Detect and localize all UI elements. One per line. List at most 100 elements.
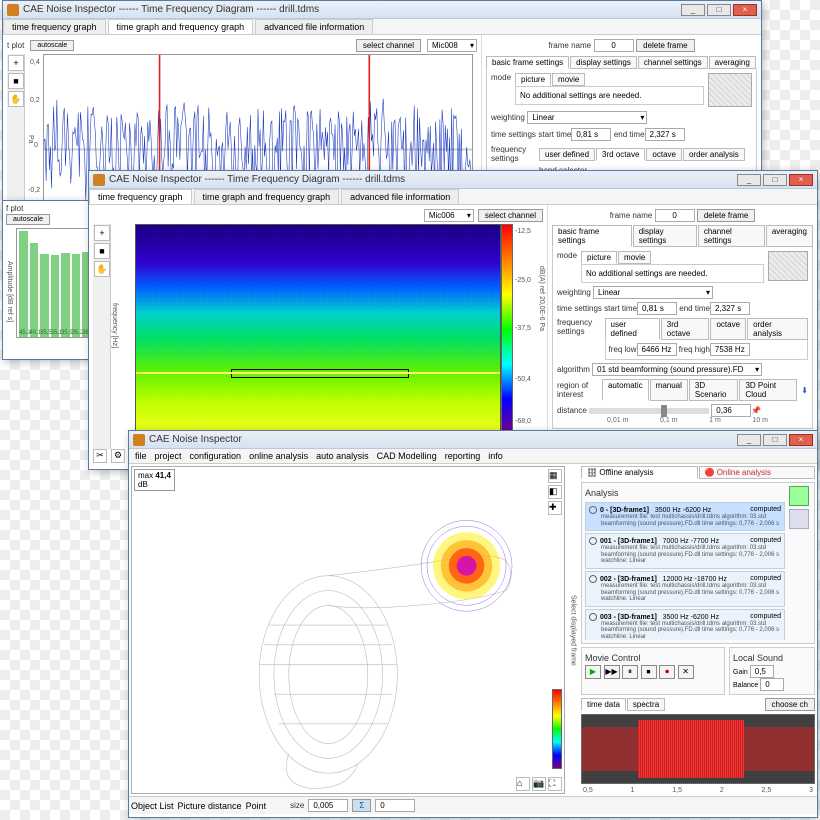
tab-online[interactable]: 🔴 Online analysis	[699, 466, 816, 479]
window-noise-inspector: CAE Noise Inspector _□× file project con…	[128, 430, 818, 818]
bar: 35,5	[40, 254, 49, 337]
autoscale-button[interactable]: autoscale	[6, 214, 50, 225]
3d-viewport[interactable]: max 41,4dB ▦ ◧ ✚ ⌂ 📷 ⛶	[131, 466, 565, 794]
close-movie-button[interactable]: ✕	[678, 665, 694, 679]
app-icon	[133, 434, 145, 446]
thumbnail	[768, 251, 808, 281]
thumbnail	[708, 73, 752, 107]
maximize-button[interactable]: □	[707, 4, 731, 16]
menu-online[interactable]: online analysis	[249, 451, 308, 461]
viewport-colorbar	[552, 689, 562, 769]
tab-offline[interactable]: 🗄 Offline analysis	[581, 466, 698, 479]
fit-icon[interactable]: ■	[94, 243, 110, 259]
hand-icon[interactable]: ✋	[94, 261, 110, 277]
hand-icon[interactable]: ✋	[8, 91, 24, 107]
y-axis-label: Pa	[27, 135, 34, 144]
analysis-item[interactable]: 001 - [3D-frame1] 7000 Hz -7700 Hz compu…	[585, 533, 785, 569]
analysis-list: 0 - [3D-frame1] 3500 Hz -6200 Hz compute…	[585, 500, 785, 640]
end-time-field[interactable]: 2,327 s	[645, 128, 685, 141]
minimize-button[interactable]: _	[737, 174, 761, 186]
bar: 35,1	[51, 255, 60, 337]
record-button[interactable]: ⏺	[659, 665, 675, 679]
menu-cad[interactable]: CAD Modelling	[377, 451, 437, 461]
home-icon[interactable]: ⌂	[516, 777, 530, 791]
size-field[interactable]: 0,005	[308, 799, 348, 812]
select-channel-button[interactable]: select channel	[356, 39, 421, 52]
max-badge: max 41,4dB	[134, 469, 175, 491]
zoom-out-icon[interactable]: ■	[8, 73, 24, 89]
window-spectrogram: CAE Noise Inspector ------ Time Frequenc…	[88, 170, 818, 470]
distance-slider[interactable]	[589, 408, 709, 414]
weighting-select[interactable]: Linear	[593, 286, 713, 299]
menu-report[interactable]: reporting	[445, 451, 481, 461]
autoscale-button[interactable]: autoscale	[30, 40, 74, 51]
weighting-select[interactable]: Linear	[527, 111, 647, 124]
copy-analysis-button[interactable]	[789, 509, 809, 529]
analysis-mode-tabs: 🗄 Offline analysis 🔴 Online analysis	[581, 466, 815, 479]
window-title: CAE Noise Inspector ------ Time Frequenc…	[23, 4, 681, 15]
channel-select[interactable]: Mic006	[424, 209, 474, 222]
camera-icon[interactable]: 📷	[532, 777, 546, 791]
stop-button[interactable]: ⏹	[641, 665, 657, 679]
minimize-button[interactable]: _	[681, 4, 705, 16]
delete-frame-button[interactable]: delete frame	[697, 209, 755, 222]
menu-auto[interactable]: auto analysis	[316, 451, 369, 461]
analysis-item[interactable]: 002 - [3D-frame1] 12000 Hz -18700 Hz com…	[585, 571, 785, 607]
play-button[interactable]: ▶	[585, 665, 601, 679]
status-bar: Object List Picture distance Point size …	[129, 796, 817, 814]
menu-file[interactable]: file	[135, 451, 147, 461]
gear-icon[interactable]: ⚙	[111, 449, 125, 463]
algorithm-select[interactable]: 01 std beamforming (sound pressure).FD	[592, 363, 762, 376]
add-analysis-button[interactable]	[789, 486, 809, 506]
axis-icon[interactable]: ✚	[548, 501, 562, 515]
colorbar	[501, 224, 513, 435]
maximize-button[interactable]: □	[763, 174, 787, 186]
bar: 45,1	[19, 231, 28, 337]
close-button[interactable]: ×	[789, 434, 813, 446]
menu-bar: file project configuration online analys…	[129, 449, 817, 464]
menu-project[interactable]: project	[155, 451, 182, 461]
start-time-field[interactable]: 0,81 s	[571, 128, 611, 141]
cut-icon[interactable]: ✂	[93, 449, 107, 463]
menu-config[interactable]: configuration	[190, 451, 242, 461]
tab-time-and-freq[interactable]: time graph and frequency graph	[108, 19, 254, 34]
sigma-field[interactable]: 0	[375, 799, 415, 812]
sigma-button[interactable]: Σ	[352, 799, 371, 812]
grid-icon[interactable]: ▦	[548, 469, 562, 483]
spectrogram-plot[interactable]	[135, 224, 501, 435]
frame-name-field[interactable]: 0	[594, 39, 634, 52]
bar: 35,9	[61, 253, 70, 337]
bar: 35,2	[72, 254, 81, 337]
download-icon[interactable]: ⬇	[801, 386, 808, 395]
tab-advanced[interactable]: advanced file information	[255, 19, 373, 34]
titlebar[interactable]: CAE Noise Inspector _□×	[129, 431, 817, 449]
bar: 40,1	[30, 243, 39, 337]
channel-select[interactable]: Mic008	[427, 39, 477, 52]
titlebar[interactable]: CAE Noise Inspector ------ Time Frequenc…	[3, 1, 761, 19]
close-button[interactable]: ×	[733, 4, 757, 16]
choose-channel-button[interactable]: choose ch	[765, 698, 815, 711]
titlebar[interactable]: CAE Noise Inspector ------ Time Frequenc…	[89, 171, 817, 189]
menu-info[interactable]: info	[488, 451, 503, 461]
gain-field[interactable]: 0,5	[750, 665, 774, 678]
pause-button[interactable]: ⏸	[622, 665, 638, 679]
frame-name-field[interactable]: 0	[655, 209, 695, 222]
balance-field[interactable]: 0	[760, 678, 784, 691]
app-icon	[93, 174, 105, 186]
ff-button[interactable]: ▶▶	[604, 665, 620, 679]
main-tabs: time frequency graph time graph and freq…	[3, 19, 761, 35]
select-channel-button[interactable]: select channel	[478, 209, 543, 222]
fullscreen-icon[interactable]: ⛶	[548, 777, 562, 791]
cube-icon[interactable]: ◧	[548, 485, 562, 499]
analysis-item[interactable]: 0 - [3D-frame1] 3500 Hz -6200 Hz compute…	[585, 502, 785, 531]
tplot-label: t plot	[7, 41, 24, 50]
minimize-button[interactable]: _	[737, 434, 761, 446]
time-data-plot[interactable]: 0,4 0,2 0 -0,2 -0,4	[581, 714, 815, 784]
zoom-in-icon[interactable]: +	[94, 225, 110, 241]
zoom-in-icon[interactable]: +	[8, 55, 24, 71]
tab-time-freq[interactable]: time frequency graph	[3, 19, 106, 34]
analysis-item[interactable]: 003 - [3D-frame1] 3500 Hz -6200 Hz compu…	[585, 609, 785, 640]
maximize-button[interactable]: □	[763, 434, 787, 446]
delete-frame-button[interactable]: delete frame	[636, 39, 694, 52]
close-button[interactable]: ×	[789, 174, 813, 186]
